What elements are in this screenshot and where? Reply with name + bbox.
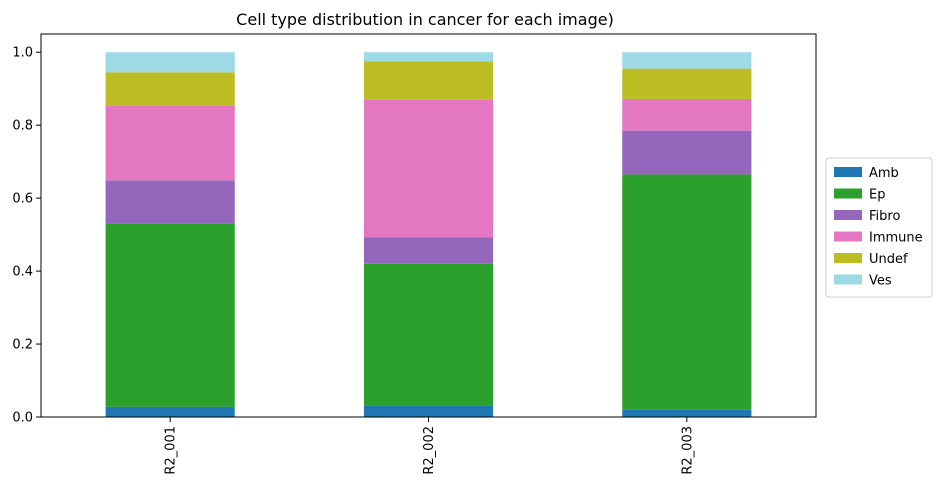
y-tick-label: 0.6 [12,192,33,207]
legend-label-fibro: Fibro [869,209,900,224]
bar-amb-r2_002 [363,405,494,417]
x-axis: R2_001 R2_002 R2_003 [164,417,695,475]
legend-swatch-ep [834,188,862,199]
y-tick-label: 0.4 [12,265,33,280]
legend-swatch-fibro [834,210,862,220]
bar-ves-r2_003 [622,52,752,69]
legend-label-undef: Undef [869,252,908,267]
bar-fibro-r2_003 [622,130,752,175]
y-tick-label: 1.0 [12,46,33,61]
bar-undef-r2_003 [622,68,752,99]
x-tick-label: R2_003 [680,426,695,475]
x-tick-label: R2_002 [422,426,437,475]
y-tick-label: 0.0 [12,411,33,426]
plot-frame [40,33,817,418]
bar-immune-r2_003 [622,98,752,131]
bar-ep-r2_001 [105,223,235,407]
bar-undef-r2_002 [363,61,494,100]
bar-fibro-r2_002 [363,237,494,264]
bars-layer [105,52,752,417]
legend-swatch-undef [834,253,862,263]
bar-undef-r2_001 [105,72,235,106]
legend-label-ves: Ves [869,274,892,289]
legend-label-amb: Amb [869,166,899,181]
legend-swatch-ves [834,274,862,285]
x-tick-label: R2_001 [164,426,179,475]
bar-immune-r2_002 [363,99,494,238]
bar-ep-r2_002 [363,263,494,406]
y-axis: 0.0 0.2 0.4 0.6 0.8 1.0 [12,46,41,426]
bar-fibro-r2_001 [105,180,235,224]
bar-ves-r2_001 [105,52,235,73]
legend-swatch-amb [834,167,862,177]
y-tick-label: 0.8 [12,119,33,134]
bar-amb-r2_001 [105,406,235,417]
y-tick-label: 0.2 [12,338,33,353]
legend-label-immune: Immune [869,231,923,246]
bar-ves-r2_002 [363,52,494,62]
legend-swatch-immune [834,231,862,242]
bar-amb-r2_003 [622,409,752,417]
chart-title: Cell type distribution in cancer for eac… [236,10,614,29]
bar-immune-r2_001 [105,105,235,181]
legend-label-ep: Ep [869,188,885,203]
legend: Amb Ep Fibro Immune Undef Ves [825,157,933,298]
bar-ep-r2_003 [622,174,752,410]
